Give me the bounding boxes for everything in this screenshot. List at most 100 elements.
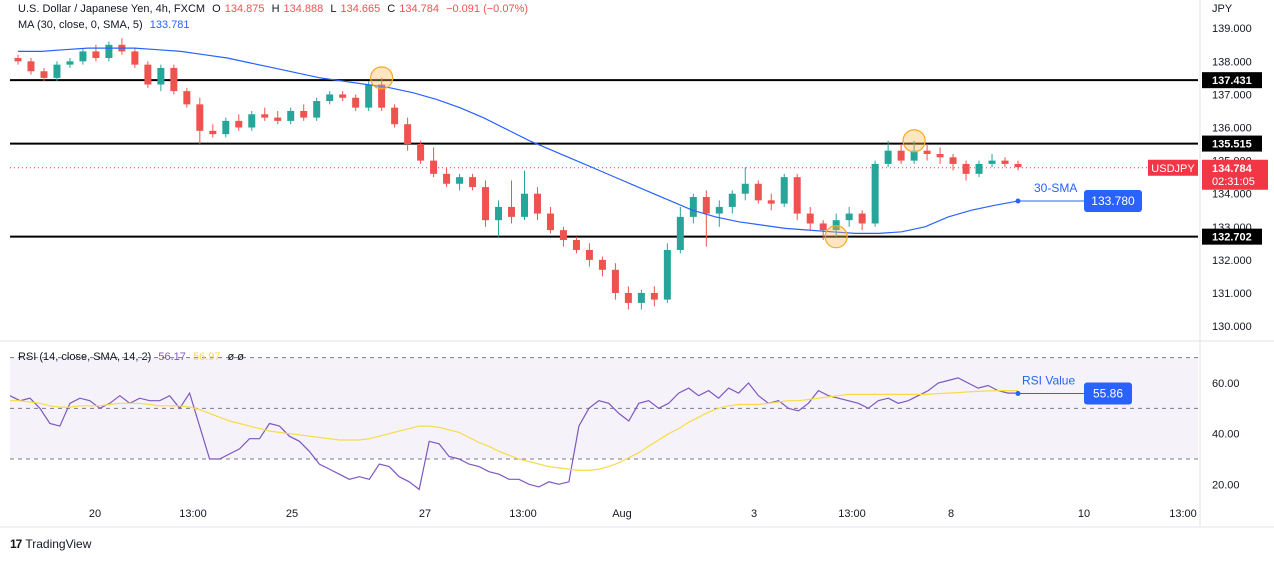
ma-callout-box [1084,189,1142,212]
high-label: H [271,3,280,15]
candle-body [53,64,61,78]
candle-body [676,216,684,250]
candle-body [27,61,35,72]
candle-body [339,94,347,98]
chart-title: U.S. Dollar / Japanese Yen, 4h, FXCM [18,3,206,15]
candle-body [183,91,191,105]
candle-body [40,71,48,78]
candle-body [313,101,321,118]
candle-body [222,120,230,135]
candle-body [92,51,100,59]
current-price-tag [1202,159,1268,190]
candle-body [170,67,178,92]
price-tick-label: 130.000 [1212,321,1252,333]
change-value: −0.091 (−0.07%) [446,3,529,15]
candle-body [157,67,165,85]
candle-body [988,160,996,164]
swing-highlight-circle [370,66,394,90]
level-tag-label: 137.431 [1212,75,1252,87]
price-tick-label: 134.000 [1212,189,1252,201]
candle-body [533,193,541,214]
candle-body [962,163,970,174]
ma-label: MA (30, close, 0, SMA, 5) [18,19,143,31]
candle-body [378,84,386,108]
candle-body [131,51,139,65]
rsi-ma-value: 56.97 [192,351,221,363]
candle-body [391,107,399,125]
candle-body [728,193,736,207]
time-tick-label: 27 [419,508,431,520]
candle-body [14,58,22,62]
rsi-legend: RSI (14, close, SMA, 14, 2) 56.17 56.97 … [18,350,248,364]
current-price-value: 134.784 [1212,163,1253,175]
rsi-extra: ø ø [227,351,245,363]
price-tick-label: 138.000 [1212,56,1252,68]
candle-body [274,117,282,121]
symbol-tag [1148,159,1198,176]
candle-body [482,187,490,221]
level-tag [1202,228,1262,245]
candle-body [352,97,360,108]
tradingview-logo-icon: 17 [10,537,22,551]
brand-label: TradingView [25,537,92,551]
time-tick-label: 20 [89,508,101,520]
candle-body [650,292,658,300]
time-tick-label: 13:00 [179,508,207,520]
time-tick-label: 3 [751,508,757,520]
tradingview-brand[interactable]: 17 TradingView [10,537,91,551]
candle-body [975,163,983,174]
low-label: L [330,3,337,15]
time-tick-label: 10 [1078,508,1090,520]
candle-body [793,177,801,214]
rsi-label: RSI (14, close, SMA, 14, 2) [18,351,152,363]
rsi-callout-value: 55.86 [1093,386,1123,400]
candle-body [105,44,113,59]
candle-body [819,223,827,231]
time-tick-label: 13:00 [838,508,866,520]
candle-body [430,160,438,174]
candle-body [845,213,853,221]
candle-body [663,249,671,300]
candle-body [559,230,567,241]
candle-body [923,150,931,154]
high-value: 134.888 [283,3,324,15]
candle-body [871,163,879,224]
candle-body [598,259,606,270]
candle-body [910,150,918,161]
candle-body [806,213,814,224]
candle-body [702,197,710,214]
ma-line [18,47,1019,234]
candle-body [611,269,619,293]
candle-body [417,144,425,161]
candle-body [209,130,217,135]
currency-label: JPY [1212,3,1233,15]
candle-body [520,193,528,217]
ma-callout-value: 133.780 [1091,194,1135,208]
ma-legend: MA (30, close, 0, SMA, 5) 133.781 [18,18,194,32]
candle-body [508,206,516,217]
countdown-label: 02:31:05 [1212,176,1255,188]
price-tick-label: 132.000 [1212,255,1252,267]
candle-body [287,110,295,121]
candle-body [365,84,373,108]
candle-body [689,197,697,217]
price-pane [10,5,1198,336]
level-tag-label: 132.702 [1212,232,1252,244]
candle-body [404,124,412,145]
candle-body [300,110,308,118]
time-tick-label: 13:00 [509,508,537,520]
rsi-ma-line [10,390,1018,471]
candle-body [572,240,580,250]
level-tag [1202,135,1262,152]
candle-body [79,51,87,62]
close-label: C [387,3,396,15]
candle-body [66,61,74,65]
candle-body [741,183,749,194]
candle-body [936,153,944,158]
candle-body [144,64,152,85]
candle-body [637,292,645,303]
candle-body [949,157,957,164]
candle-body [767,200,775,204]
ma-value: 133.781 [149,19,190,31]
